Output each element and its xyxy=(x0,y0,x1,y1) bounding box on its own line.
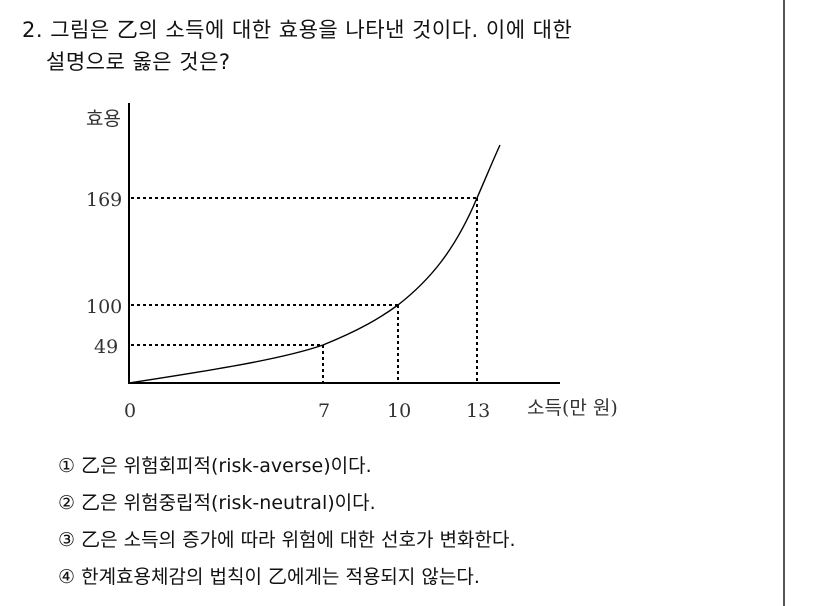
guide-lines xyxy=(131,197,478,383)
question-line-1: 2. 그림은 乙의 소득에 대한 효용을 나타낸 것이다. 이에 대한 xyxy=(22,18,573,42)
option-4[interactable]: ④ 한계효용체감의 법칙이 乙에게는 적용되지 않는다. xyxy=(58,566,480,588)
question: 2. 그림은 乙의 소득에 대한 효용을 나타낸 것이다. 이에 대한 설명으로… xyxy=(22,14,572,78)
y-tick-169: 169 xyxy=(86,189,122,211)
x-axis-label: 소득(만 원) xyxy=(527,397,618,419)
option-2[interactable]: ② 乙은 위험중립적(risk-neutral)이다. xyxy=(58,492,376,514)
option-1[interactable]: ① 乙은 위험회피적(risk-averse)이다. xyxy=(58,455,372,477)
question-line-2: 설명으로 옳은 것은? xyxy=(46,50,231,74)
x-tick-0: 0 xyxy=(124,400,136,422)
utility-curve xyxy=(128,144,501,384)
y-tick-100: 100 xyxy=(86,296,122,318)
y-tick-49: 49 xyxy=(94,336,118,358)
answer-options: ① 乙은 위험회피적(risk-averse)이다. ② 乙은 위험중립적(ri… xyxy=(58,452,516,600)
y-axis-label: 효용 xyxy=(86,108,121,130)
option-3[interactable]: ③ 乙은 소득의 증가에 따라 위험에 대한 선호가 변화한다. xyxy=(58,529,516,551)
x-tick-7: 7 xyxy=(318,400,330,422)
x-tick-10: 10 xyxy=(387,400,411,422)
column-divider xyxy=(783,0,785,606)
x-tick-13: 13 xyxy=(466,400,490,422)
